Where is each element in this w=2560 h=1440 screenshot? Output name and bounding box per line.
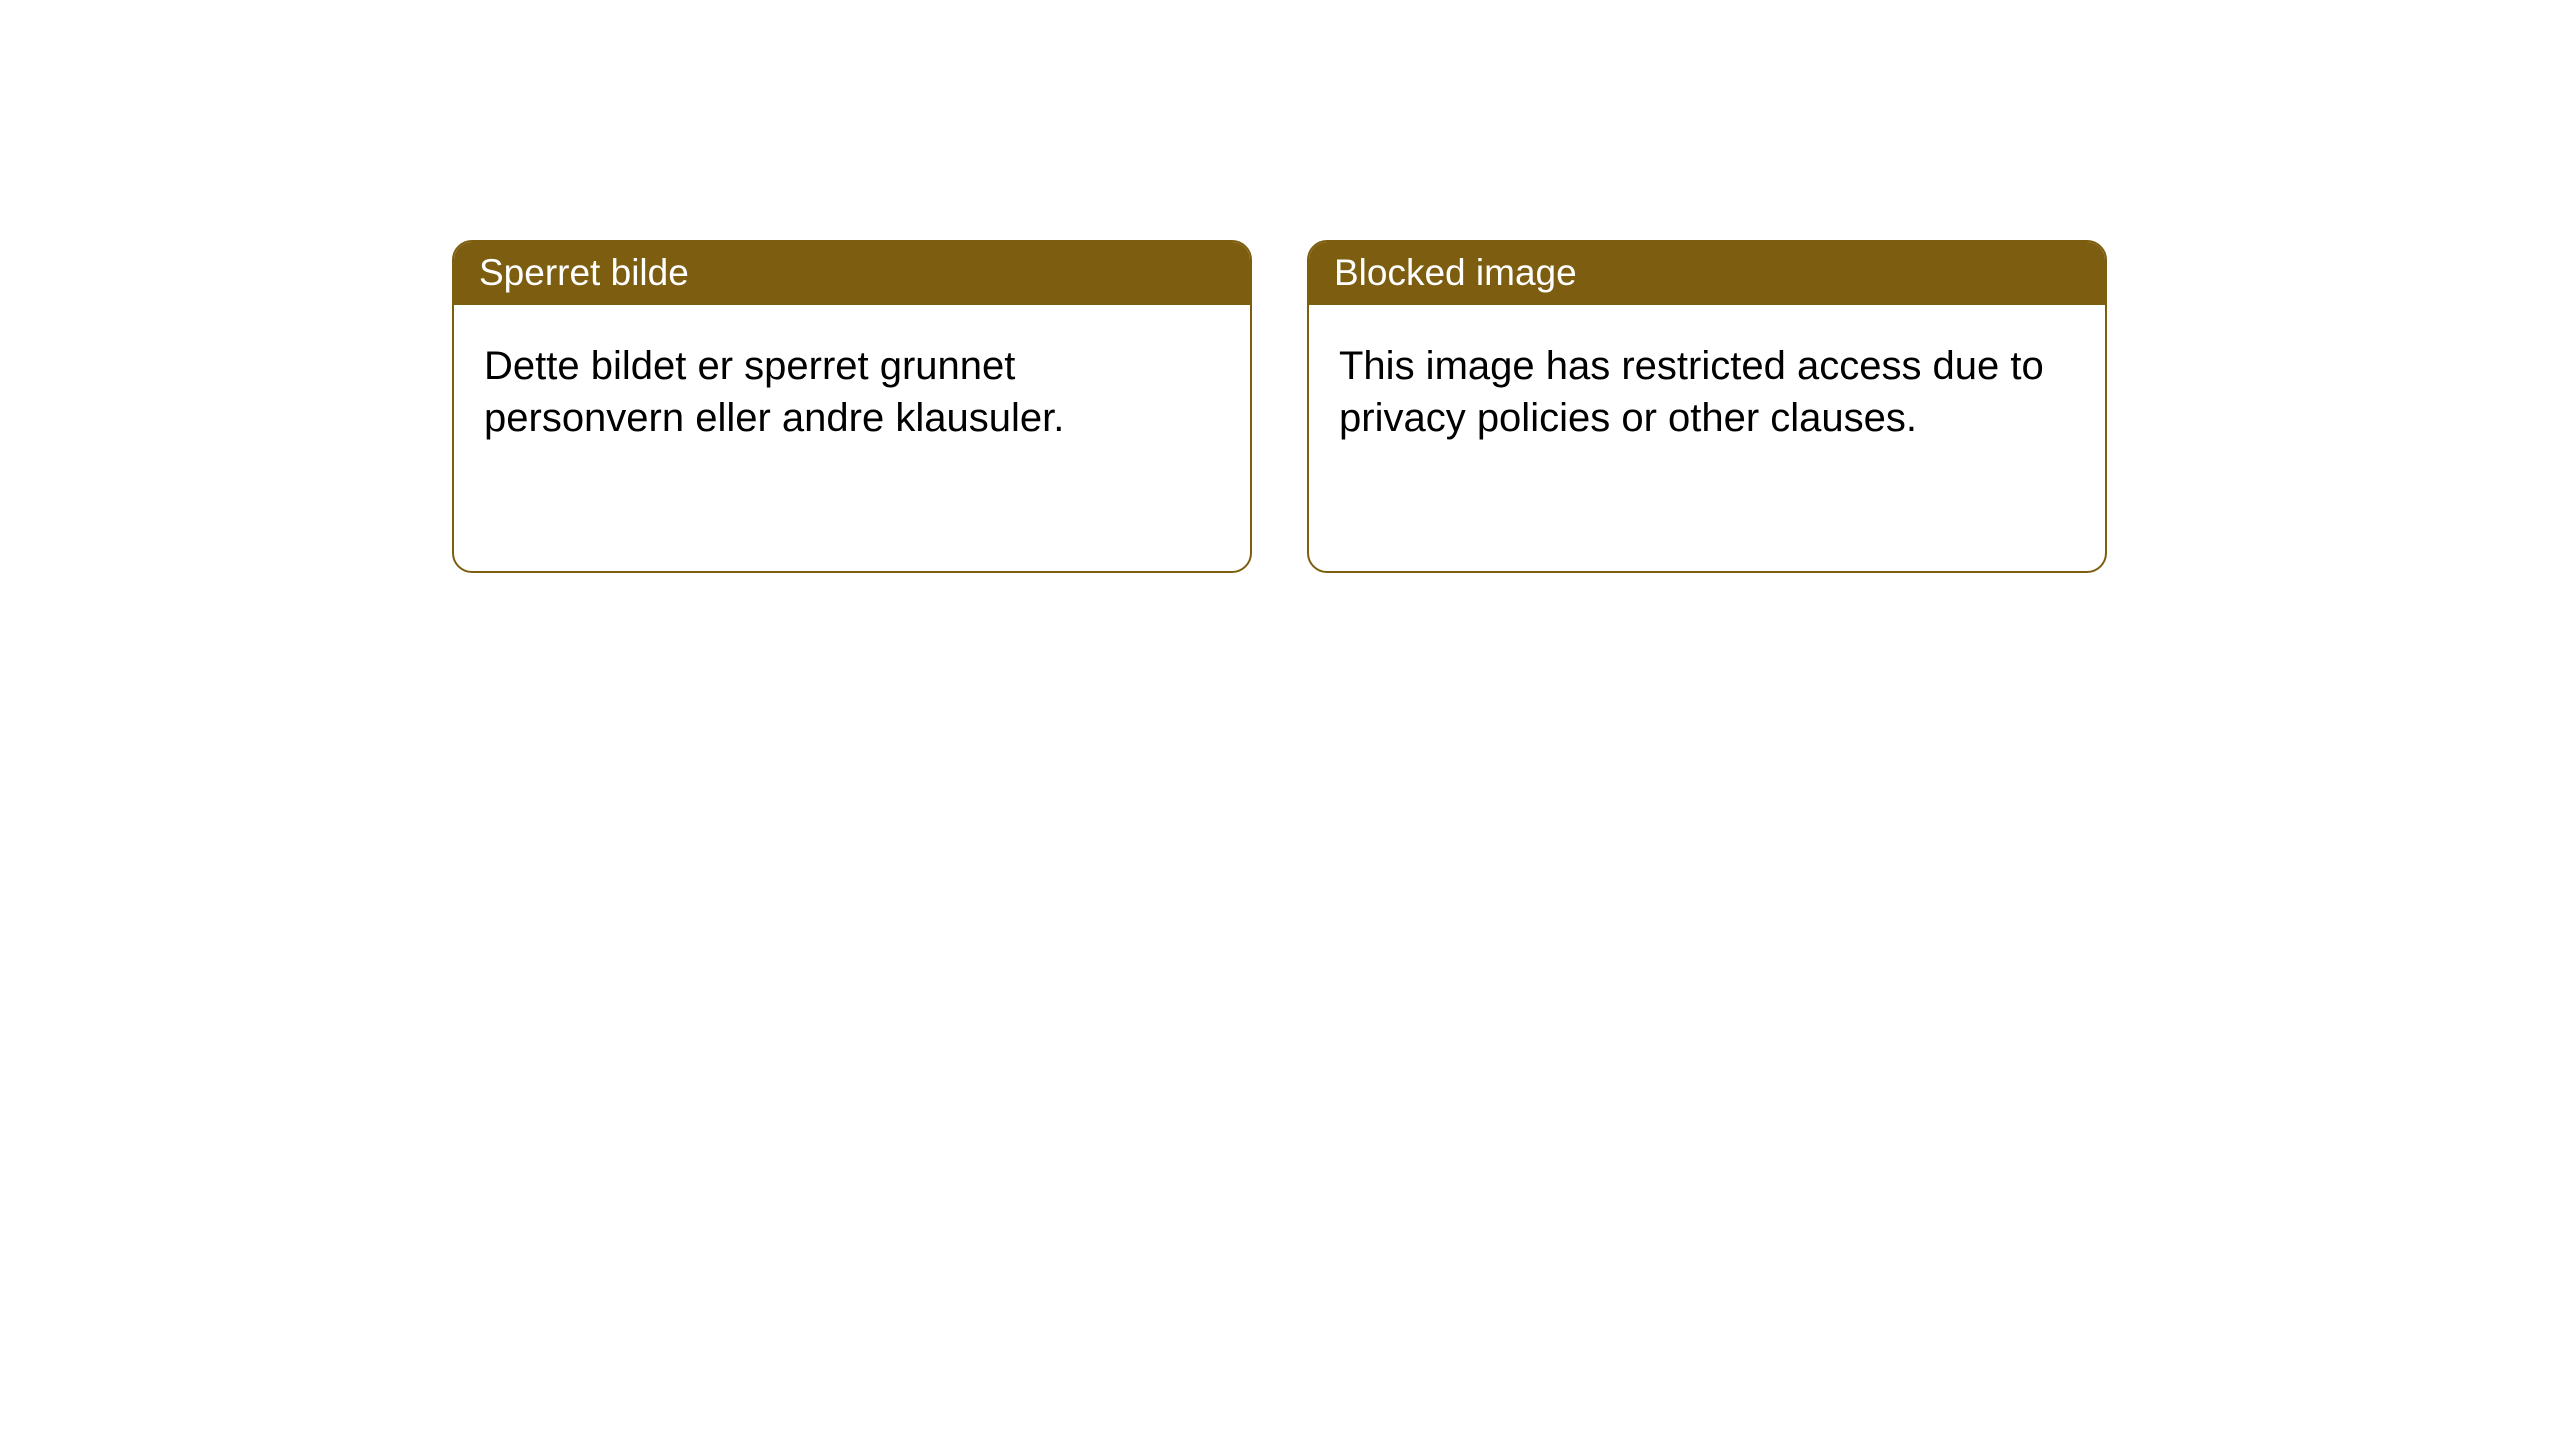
notice-body: Dette bildet er sperret grunnet personve…	[454, 305, 1250, 474]
notice-card-english: Blocked image This image has restricted …	[1307, 240, 2107, 573]
notice-title: Blocked image	[1334, 252, 1577, 293]
notice-header: Blocked image	[1309, 242, 2105, 305]
notice-body: This image has restricted access due to …	[1309, 305, 2105, 474]
notice-header: Sperret bilde	[454, 242, 1250, 305]
notice-card-norwegian: Sperret bilde Dette bildet er sperret gr…	[452, 240, 1252, 573]
notices-container: Sperret bilde Dette bildet er sperret gr…	[452, 240, 2107, 573]
notice-title: Sperret bilde	[479, 252, 689, 293]
notice-body-text: This image has restricted access due to …	[1339, 344, 2044, 440]
notice-body-text: Dette bildet er sperret grunnet personve…	[484, 344, 1064, 440]
